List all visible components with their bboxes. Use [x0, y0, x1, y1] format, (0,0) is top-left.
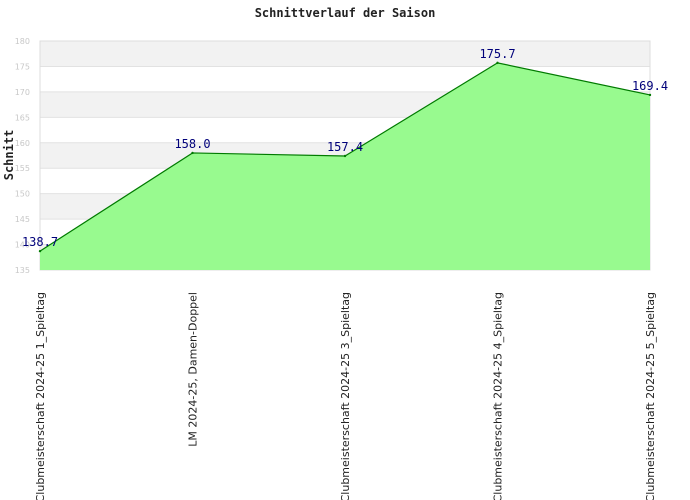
y-tick-label: 175 [15, 62, 30, 71]
data-label: 157.4 [327, 140, 363, 154]
area-layer [38, 61, 652, 271]
data-point [496, 61, 499, 65]
x-ticks: Clubmeisterschaft 2024-25 1_Spieltag LM 2… [34, 292, 657, 500]
y-tick-label: 180 [15, 37, 30, 46]
x-tick-label: Clubmeisterschaft 2024-25 3_Spieltag [339, 292, 352, 500]
x-tick-label: Clubmeisterschaft 2024-25 1_Spieltag [34, 292, 47, 500]
data-point [648, 93, 652, 97]
y-tick-label: 160 [15, 139, 30, 148]
series-area [40, 62, 650, 271]
x-tick-label: Clubmeisterschaft 2024-25 5_Spieltag [644, 292, 657, 500]
data-labels: 138.7 158.0 157.4 175.7 169.4 [22, 47, 668, 249]
data-label: 138.7 [22, 235, 58, 249]
y-axis-label: Schnitt [2, 130, 16, 181]
chart-title: Schnittverlauf der Saison [255, 6, 436, 20]
y-ticks: 135 140 145 150 155 160 165 170 175 180 [15, 37, 30, 275]
x-tick-label: LM 2024-25, Damen-Doppel [187, 292, 200, 447]
data-point [38, 249, 42, 253]
data-label: 158.0 [174, 137, 210, 151]
y-tick-label: 155 [15, 164, 30, 173]
y-tick-label: 135 [15, 266, 30, 275]
data-point [343, 154, 347, 158]
y-tick-label: 170 [15, 88, 30, 97]
data-label: 169.4 [632, 79, 668, 93]
grid-band [40, 41, 650, 67]
y-tick-label: 140 [15, 241, 30, 250]
y-tick-label: 150 [15, 190, 30, 199]
data-point [191, 151, 194, 155]
y-tick-label: 145 [15, 215, 30, 224]
y-tick-label: 165 [15, 113, 30, 122]
x-tick-label: Clubmeisterschaft 2024-25 4_Spieltag [492, 292, 505, 500]
data-label: 175.7 [479, 47, 515, 61]
